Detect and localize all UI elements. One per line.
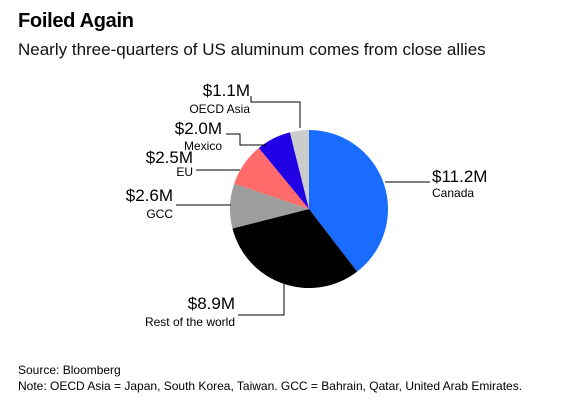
leader-line-mexico: [226, 133, 266, 146]
value-label-eu: $2.5M: [146, 148, 193, 167]
leader-line-rest-of-the-world: [238, 282, 285, 316]
value-label-oecd-asia: $1.1M: [203, 81, 250, 100]
category-label-canada: Canada: [432, 186, 474, 200]
value-label-gcc: $2.6M: [126, 186, 173, 205]
category-label-rest-of-the-world: Rest of the world: [145, 315, 235, 329]
category-label-eu: EU: [176, 165, 193, 179]
category-label-gcc: GCC: [146, 207, 173, 221]
chart-title: Foiled Again: [18, 10, 134, 32]
value-label-rest-of-the-world: $8.9M: [188, 294, 235, 313]
chart-subtitle: Nearly three-quarters of US aluminum com…: [18, 40, 486, 59]
pie-slice-canada: [309, 130, 388, 272]
footnote: Note: OECD Asia = Japan, South Korea, Ta…: [18, 379, 523, 393]
value-label-canada: $11.2M: [432, 167, 487, 186]
category-label-mexico: Mexico: [184, 139, 222, 153]
pie-slice-eu: [234, 147, 309, 209]
pie-slice-rest-of-the-world: [232, 209, 358, 288]
value-label-mexico: $2.0M: [175, 119, 222, 138]
pie-slice-oecd-asia: [289, 129, 309, 209]
pie-slice-mexico: [258, 132, 309, 209]
category-label-oecd-asia: OECD Asia: [189, 102, 250, 116]
source-note: Source: Bloomberg: [18, 363, 121, 377]
leader-line-oecd-asia: [250, 96, 301, 128]
pie-slice-gcc: [229, 183, 309, 229]
